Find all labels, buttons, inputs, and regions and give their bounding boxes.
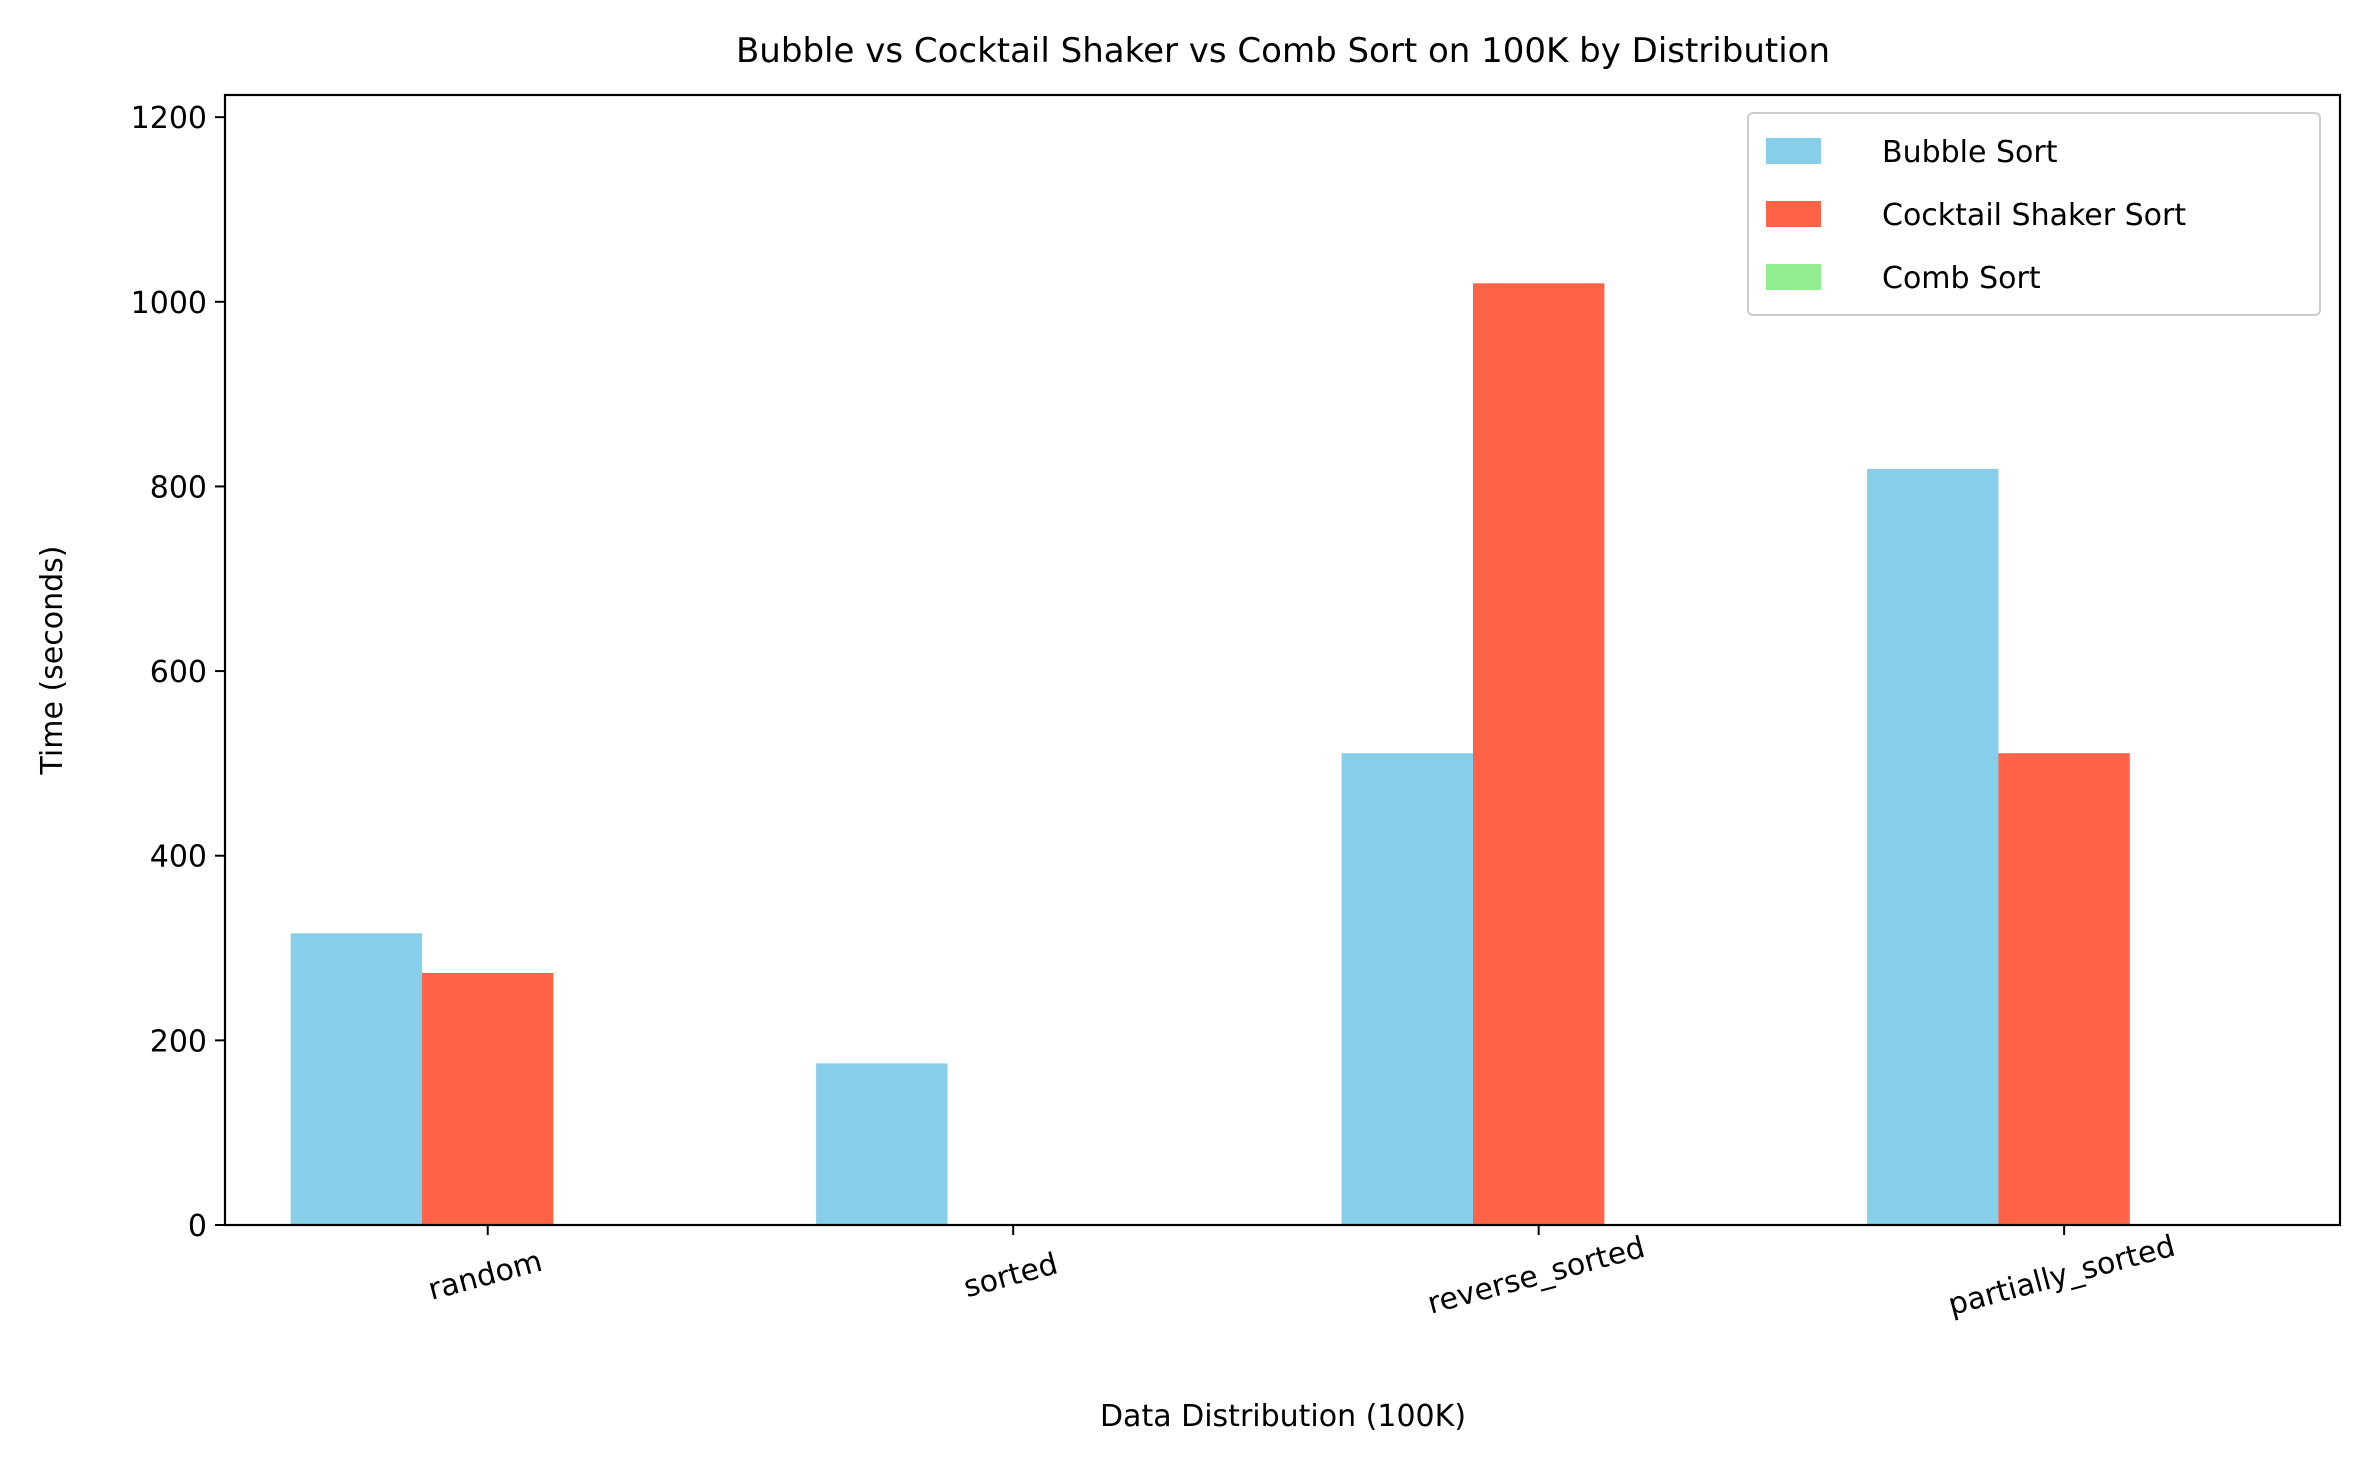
x-axis: random sorted reverse_sorted partially_sort… (425, 1225, 2179, 1323)
legend-swatch (1766, 201, 1821, 227)
legend-label: Cocktail Shaker Sort (1882, 198, 2186, 233)
bar-bubble-sort-random (290, 933, 423, 1225)
x-axis-label: Data Distribution (100K) (1100, 1399, 1466, 1434)
bar-bubble-sort-sorted (816, 1063, 948, 1225)
x-tick-label: random (425, 1244, 546, 1308)
y-tick-label: 1200 (131, 101, 207, 136)
bar-cocktail-shaker-sort-random (422, 973, 554, 1225)
legend-box (1747, 112, 2321, 316)
bar-bubble-sort-reverse-sorted (1341, 753, 1473, 1225)
bar-group (290, 283, 2130, 1225)
y-tick-label: 1000 (131, 286, 207, 321)
bar-cocktail-shaker-sort-partially-sorted (1998, 753, 2130, 1225)
legend: Bubble Sort Cocktail Shaker Sort Comb Sort (1747, 112, 2321, 316)
plot-frame (223, 93, 2342, 1227)
y-axis-label: Time (seconds) (35, 546, 70, 776)
legend-label: Bubble Sort (1882, 135, 2058, 170)
legend-swatch (1766, 138, 1821, 164)
y-tick-label: 400 (150, 840, 207, 875)
bar-bubble-sort-partially-sorted (1867, 468, 1999, 1225)
y-tick-label: 800 (150, 470, 207, 505)
bar-cocktail-shaker-sort-reverse-sorted (1473, 283, 1605, 1225)
y-tick-label: 200 (150, 1024, 207, 1059)
chart-title: Bubble vs Cocktail Shaker vs Comb Sort o… (736, 31, 1830, 71)
y-axis: 0 200 400 600 800 1000 1200 (131, 101, 225, 1244)
x-tick-label: sorted (960, 1247, 1061, 1306)
legend-label: Comb Sort (1882, 261, 2041, 296)
y-tick-label: 0 (188, 1209, 207, 1244)
x-tick-label: reverse_sorted (1424, 1230, 1649, 1322)
x-tick-label: partially_sorted (1944, 1229, 2178, 1323)
y-tick-label: 600 (150, 655, 207, 690)
legend-swatch (1766, 264, 1821, 290)
